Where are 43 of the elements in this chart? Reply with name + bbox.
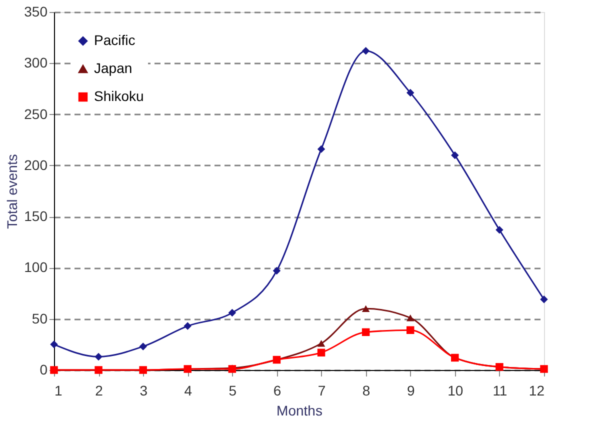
point — [228, 308, 236, 317]
y-tick-label: 50 — [32, 310, 48, 326]
y-tick-label: 350 — [24, 4, 48, 20]
point — [317, 145, 326, 153]
point — [362, 305, 370, 312]
point — [406, 326, 414, 334]
point — [272, 266, 281, 275]
x-tick-label: 11 — [492, 382, 508, 398]
point — [94, 352, 102, 361]
x-tick-label: 4 — [184, 382, 192, 398]
x-tick-label: 10 — [448, 382, 464, 398]
point — [317, 340, 326, 347]
x-tick-label: 9 — [406, 382, 415, 398]
point — [496, 226, 504, 234]
legend-label: Shikoku — [94, 88, 144, 104]
x-axis-title: Months — [276, 402, 322, 418]
legend-label: Pacific — [94, 32, 136, 48]
y-axis-title: Total events — [4, 154, 20, 229]
y-tick-label: 200 — [24, 156, 48, 173]
x-tick-label: 3 — [140, 382, 148, 398]
y-tick-label: 0 — [40, 362, 48, 378]
y-tick-label: 100 — [24, 259, 48, 276]
x-tick-label: 2 — [95, 382, 104, 398]
x-tick-label: 1 — [54, 382, 62, 398]
x-tick-label: 7 — [318, 382, 326, 398]
point — [406, 88, 414, 97]
y-tick-label: 150 — [24, 208, 48, 224]
x-tick-label: 6 — [273, 382, 282, 398]
point — [317, 348, 326, 356]
point — [406, 314, 414, 322]
point — [139, 342, 147, 350]
y-tick-label: 300 — [24, 54, 48, 71]
legend-label: Japan — [94, 60, 132, 76]
x-tick-label: 12 — [528, 382, 545, 398]
point — [50, 340, 58, 348]
x-tick-label: 5 — [228, 382, 237, 398]
x-tick-label: 8 — [362, 382, 370, 398]
point — [184, 322, 192, 330]
y-tick-label: 250 — [24, 106, 48, 122]
point — [362, 46, 370, 55]
point — [451, 151, 459, 160]
point — [362, 328, 370, 336]
point — [540, 296, 548, 304]
